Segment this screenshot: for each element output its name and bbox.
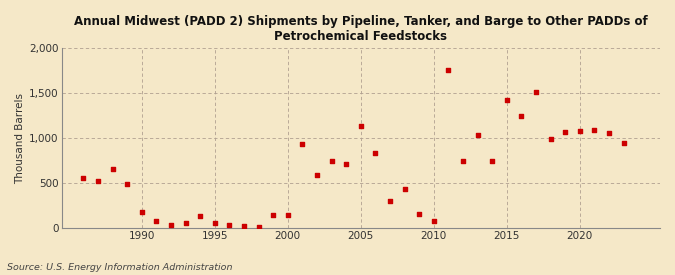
Point: [399, 187, 410, 192]
Text: Source: U.S. Energy Information Administration: Source: U.S. Energy Information Administ…: [7, 263, 232, 272]
Point: [545, 137, 556, 141]
Point: [603, 131, 614, 135]
Point: [355, 123, 366, 128]
Point: [341, 162, 352, 166]
Point: [122, 182, 133, 186]
Point: [414, 211, 425, 216]
Point: [107, 166, 118, 171]
Point: [370, 150, 381, 155]
Point: [487, 158, 497, 163]
Point: [253, 225, 264, 229]
Point: [268, 213, 279, 218]
Point: [326, 158, 337, 163]
Point: [180, 221, 191, 226]
Point: [239, 224, 250, 228]
Point: [472, 132, 483, 137]
Point: [443, 68, 454, 72]
Point: [92, 179, 103, 183]
Point: [209, 221, 220, 225]
Point: [560, 130, 570, 134]
Point: [312, 173, 323, 177]
Point: [224, 223, 235, 227]
Point: [297, 141, 308, 146]
Point: [516, 114, 526, 118]
Point: [195, 214, 206, 219]
Point: [502, 97, 512, 102]
Point: [531, 90, 541, 95]
Point: [151, 219, 162, 223]
Point: [136, 210, 147, 214]
Point: [618, 141, 629, 145]
Point: [385, 199, 396, 203]
Point: [574, 129, 585, 133]
Point: [458, 158, 468, 163]
Point: [282, 213, 293, 217]
Point: [589, 128, 599, 132]
Y-axis label: Thousand Barrels: Thousand Barrels: [15, 93, 25, 184]
Point: [78, 175, 89, 180]
Point: [165, 223, 176, 227]
Point: [429, 219, 439, 223]
Title: Annual Midwest (PADD 2) Shipments by Pipeline, Tanker, and Barge to Other PADDs : Annual Midwest (PADD 2) Shipments by Pip…: [74, 15, 647, 43]
